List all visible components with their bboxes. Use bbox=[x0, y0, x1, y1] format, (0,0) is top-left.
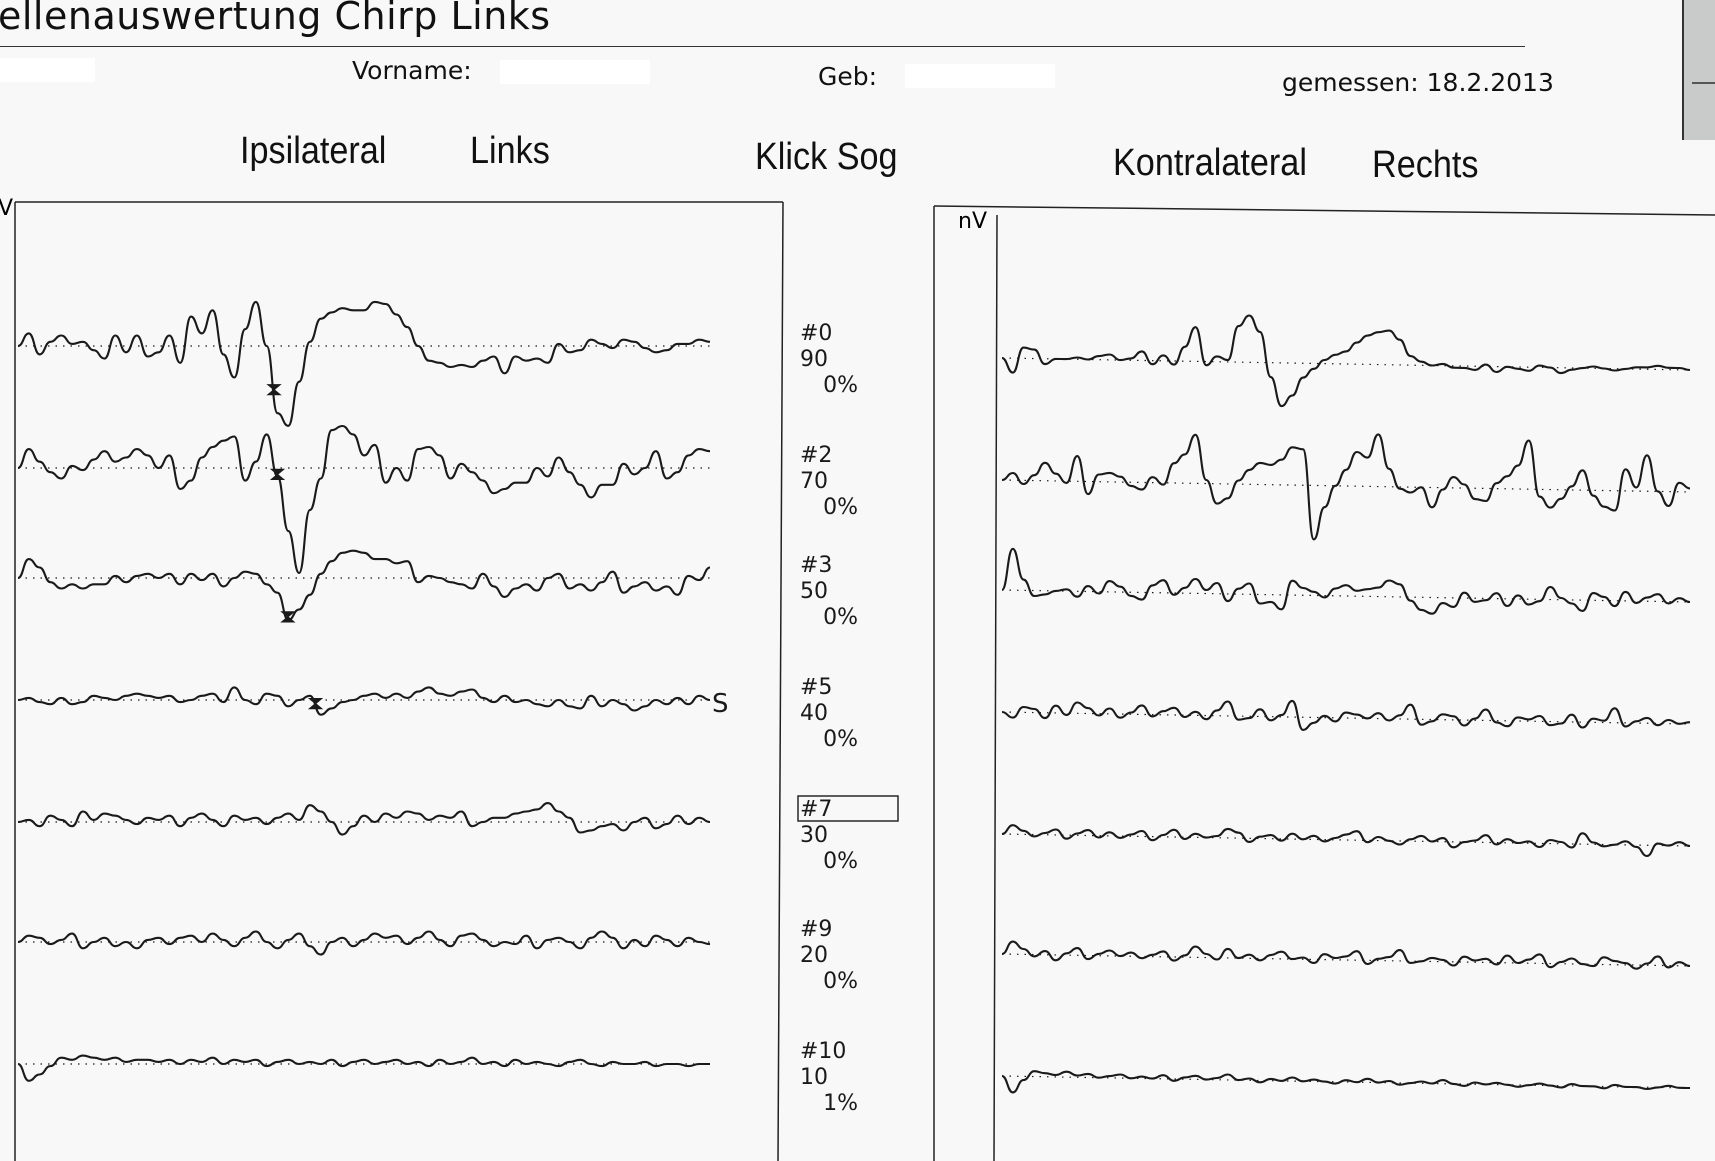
row-level-label: 70 bbox=[800, 469, 828, 494]
kontralateral-heading: Kontralateral bbox=[1113, 142, 1307, 184]
ipsilateral-trace-6 bbox=[17, 1054, 710, 1082]
links-heading: Links bbox=[470, 130, 550, 172]
right-panel-top-border bbox=[933, 205, 1715, 216]
row-percent-label: 0% bbox=[823, 969, 858, 994]
row-percent-label: 0% bbox=[823, 727, 858, 752]
row-highlight-box bbox=[797, 795, 899, 822]
ipsilateral-trace-2 bbox=[17, 549, 711, 622]
ipsilateral-trace-4 bbox=[17, 802, 711, 836]
row-percent-label: 0% bbox=[823, 495, 858, 520]
row-label-layer: #0900%#2700%#3500%#5400%S#7300%#9200%#10… bbox=[712, 321, 899, 1116]
geb-label: Geb: bbox=[818, 62, 878, 91]
right-panel-axis bbox=[993, 214, 998, 1161]
row-id-label: #5 bbox=[800, 675, 832, 700]
ipsilateral-heading: Ipsilateral bbox=[240, 130, 387, 172]
trace-layer bbox=[17, 300, 1691, 1094]
kontralateral-trace-1 bbox=[1001, 433, 1691, 541]
right-unit-label: nV bbox=[958, 209, 987, 234]
title-divider bbox=[0, 46, 1525, 47]
row-percent-label: 0% bbox=[823, 373, 858, 398]
row-percent-label: 0% bbox=[823, 605, 858, 630]
redacted-name-field bbox=[0, 58, 95, 82]
row-level-label: 10 bbox=[800, 1065, 828, 1090]
ipsilateral-trace-0 bbox=[17, 300, 711, 427]
row-level-label: 50 bbox=[800, 579, 828, 604]
ipsilateral-trace-1 bbox=[17, 424, 711, 575]
left-panel-right-border bbox=[777, 201, 784, 1161]
vorname-label: Vorname: bbox=[352, 56, 472, 85]
row-id-label: #7 bbox=[800, 797, 832, 822]
row-level-label: 40 bbox=[800, 701, 828, 726]
ipsilateral-peak-marker-0 bbox=[266, 384, 282, 396]
row-percent-label: 0% bbox=[823, 849, 858, 874]
row-id-label: #3 bbox=[800, 553, 832, 578]
kontralateral-baseline-2 bbox=[1001, 589, 1691, 603]
stimulus-heading: Klick Sog bbox=[755, 136, 898, 178]
ipsilateral-trace-3 bbox=[17, 686, 711, 716]
kontralateral-trace-4 bbox=[1001, 824, 1691, 858]
rechts-heading: Rechts bbox=[1372, 144, 1479, 186]
ipsilateral-trace-5 bbox=[17, 930, 711, 956]
redacted-vorname-field bbox=[500, 60, 650, 84]
kontralateral-trace-6 bbox=[1001, 1070, 1691, 1094]
measurement-date: gemessen: 18.2.2013 bbox=[1282, 68, 1554, 97]
kontralateral-trace-3 bbox=[1001, 699, 1691, 731]
kontralateral-trace-5 bbox=[1001, 940, 1691, 970]
row-id-label: #9 bbox=[800, 917, 832, 942]
row-level-label: 90 bbox=[800, 347, 828, 372]
kontralateral-trace-0 bbox=[1001, 314, 1691, 408]
row-level-label: 20 bbox=[800, 943, 828, 968]
ipsilateral-peak-marker-2 bbox=[280, 611, 296, 623]
ipsilateral-peak-marker-3 bbox=[307, 698, 324, 710]
stimulus-marker-label: S bbox=[712, 689, 729, 719]
page-title: ellenauswertung Chirp Links bbox=[0, 0, 551, 38]
row-level-label: 30 bbox=[800, 823, 828, 848]
ipsilateral-peak-marker-1 bbox=[269, 468, 286, 480]
left-unit-label: V bbox=[0, 196, 13, 221]
kontralateral-trace-2 bbox=[1000, 547, 1691, 615]
redacted-geb-field bbox=[905, 64, 1055, 88]
row-id-label: #10 bbox=[800, 1039, 846, 1064]
row-percent-label: 1% bbox=[823, 1091, 858, 1116]
row-id-label: #2 bbox=[800, 443, 832, 468]
row-id-label: #0 bbox=[800, 321, 832, 346]
page-tab-edge bbox=[1682, 0, 1715, 140]
kontralateral-baseline-3 bbox=[1001, 711, 1691, 725]
